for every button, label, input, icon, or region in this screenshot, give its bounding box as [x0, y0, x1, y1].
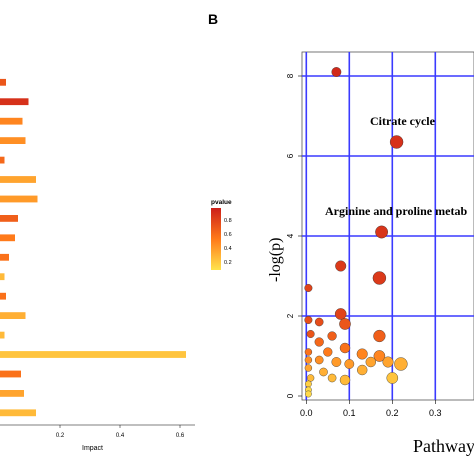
pathway-point [314, 337, 324, 347]
legend-tick-label: 0.2 [224, 260, 232, 266]
pathway-point [373, 350, 386, 362]
legend-title: pvalue [211, 199, 232, 206]
impact-bar [0, 98, 29, 106]
legend-tick-label: 0.8 [224, 218, 232, 224]
legend-colorbar [211, 208, 221, 270]
impact-bar [0, 331, 5, 339]
pathway-point [335, 260, 347, 272]
panel-b-x-label: Pathway [413, 436, 474, 456]
pathway-point [323, 347, 333, 357]
legend-tick-label: 0.4 [224, 246, 232, 252]
panel-b-grid [302, 52, 474, 400]
impact-bar [0, 137, 26, 144]
pathway-point [306, 374, 315, 382]
x-tick-label: 0.6 [176, 433, 185, 439]
x-tick-label: 0.2 [56, 433, 65, 439]
pathway-point [304, 364, 313, 372]
impact-bar [0, 292, 6, 300]
pathway-point [314, 355, 324, 365]
pathway-point [375, 225, 388, 239]
pathway-point [304, 316, 313, 325]
pathway-point [319, 367, 328, 377]
x-tick-label: 0.3 [429, 408, 442, 418]
impact-bar [0, 176, 36, 183]
impact-bar [0, 195, 38, 203]
y-tick-label: 8 [286, 73, 295, 78]
impact-bar [0, 78, 6, 86]
pathway-point [304, 348, 313, 356]
panel-a-bar-chart: 0.2 0.4 0.6 Impact pvalue 0.8 0.6 0.4 0.2 [0, 78, 232, 452]
pathway-point [304, 390, 312, 398]
pathway-point [339, 342, 351, 354]
panel-b-plot-frame [301, 51, 474, 401]
pathway-point [304, 356, 313, 364]
panel-b-x-ticks: 0.0 0.1 0.2 0.3 [300, 400, 442, 418]
pathway-point [373, 329, 386, 343]
x-tick-label: 0.1 [343, 408, 356, 418]
panel-a-x-label: Impact [82, 445, 103, 452]
y-tick-label: 0 [286, 393, 295, 398]
pathway-point [304, 380, 312, 388]
pathway-point [339, 374, 351, 386]
pathway-point [372, 271, 387, 285]
y-tick-label: 4 [286, 233, 295, 238]
pathway-point [365, 356, 376, 368]
impact-bar [0, 215, 18, 222]
panel-b-label: B [208, 11, 218, 27]
impact-bar [0, 117, 23, 125]
pathway-point [389, 135, 404, 149]
impact-bar [0, 156, 5, 164]
impact-bar [0, 409, 36, 417]
panel-a-x-ticks: 0.2 0.4 0.6 [56, 425, 185, 439]
impact-bar [0, 253, 9, 261]
pvalue-legend: pvalue 0.8 0.6 0.4 0.2 [211, 199, 232, 270]
pathway-point [339, 318, 351, 330]
pathway-point [334, 308, 347, 320]
annotation-arginine-proline: Arginine and proline metab [325, 204, 467, 218]
pathway-point [314, 317, 324, 327]
x-tick-label: 0.2 [386, 408, 399, 418]
pathway-point [357, 364, 368, 376]
panel-b-points [304, 67, 408, 398]
pathway-point [327, 373, 337, 383]
impact-bar [0, 370, 21, 378]
y-tick-label: 2 [286, 313, 295, 318]
pathway-point [304, 284, 313, 293]
y-tick-label: 6 [286, 153, 295, 158]
legend-tick-label: 0.6 [224, 232, 232, 238]
pathway-point [331, 67, 342, 77]
pathway-point [356, 348, 368, 360]
impact-bar [0, 312, 26, 319]
pathway-point [386, 372, 399, 384]
panel-b-y-label: -log(p) [267, 238, 284, 282]
annotation-citrate-cycle: Citrate cycle [370, 114, 436, 128]
impact-bar [0, 234, 15, 242]
pathway-point [331, 357, 342, 367]
x-tick-label: 0.0 [300, 408, 313, 418]
pathway-point [394, 357, 408, 371]
x-tick-label: 0.4 [116, 433, 125, 439]
panel-a-bars [0, 78, 186, 417]
pathway-point [382, 356, 394, 368]
impact-bar [0, 390, 24, 397]
impact-bar [0, 351, 186, 358]
pathway-point [344, 359, 355, 369]
panel-b-scatter-plot: B 0 2 4 6 8 0.0 0.1 0.2 0.3 Citrate cycle Argin… [208, 11, 474, 456]
impact-bar [0, 273, 5, 281]
pathway-point [306, 330, 315, 339]
pathway-point [327, 331, 337, 341]
panel-b-y-ticks: 0 2 4 6 8 [286, 73, 302, 398]
